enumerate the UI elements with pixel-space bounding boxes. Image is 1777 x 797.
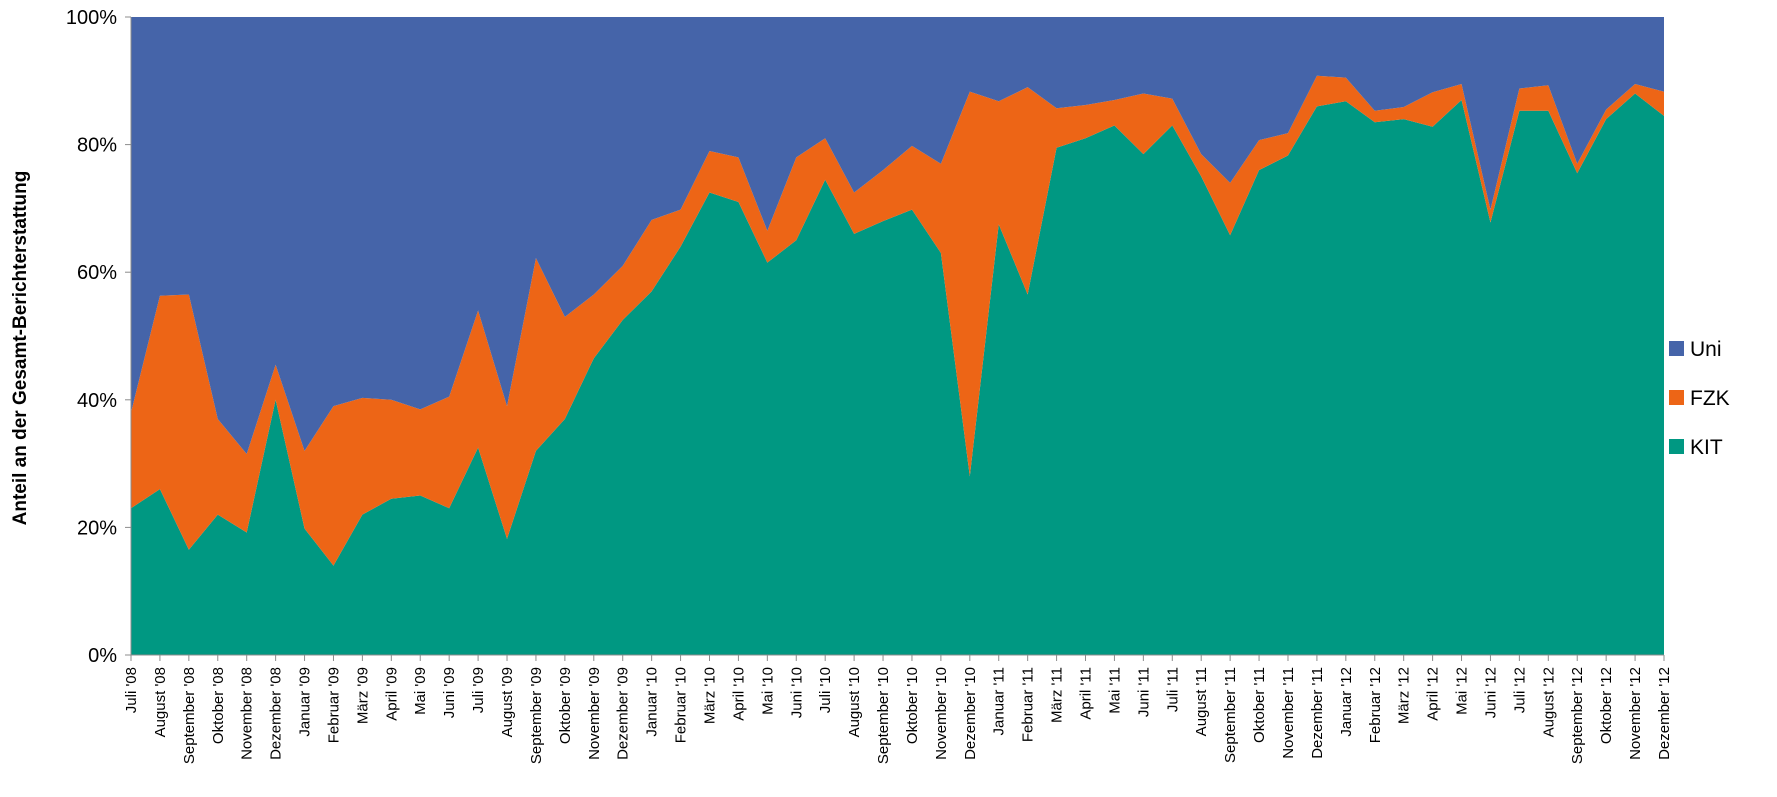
x-tick-label: März '12 [1396,667,1413,724]
x-tick-label: März '11 [1049,667,1066,723]
x-tick-label: Januar '11 [991,667,1008,735]
legend-swatch-fzk [1669,390,1684,405]
x-tick-label: August '11 [1193,667,1210,736]
area-series-uni [131,17,1664,455]
y-tick-label: 100% [66,7,117,29]
x-tick-label: Juni '12 [1482,667,1499,718]
x-tick-label: Oktober '08 [210,667,227,744]
x-tick-label: September '09 [528,667,545,764]
x-tick-label: Dezember '12 [1656,667,1673,760]
x-tick-label: Februar '12 [1367,667,1384,743]
x-tick-label: Januar '09 [297,667,314,737]
x-tick-label: Dezember '08 [268,667,285,760]
y-tick-label: 80% [77,135,117,157]
x-tick-label: September '11 [1222,667,1239,763]
x-tick-label: September '12 [1569,667,1586,764]
x-tick-label: Juli '11 [1164,667,1181,712]
x-tick-label: Dezember '10 [962,667,979,760]
x-tick-label: Dezember '09 [615,667,632,760]
area-series-kit [131,93,1664,655]
x-axis: Juli '08 August '08 September '08 Oktober '… [123,654,1673,764]
plot-areas [131,17,1664,655]
area-series-fzk [131,75,1664,566]
x-tick-label: September '08 [181,667,198,764]
y-axis-label: Anteil an der Gesamt-Berichterstattung [10,171,31,526]
x-tick-label: Juli '08 [123,667,140,713]
x-tick-label: April '09 [383,667,400,721]
legend-label-fzk: FZK [1690,387,1730,410]
x-tick-label: Oktober '09 [557,667,574,744]
y-tick-label: 0% [88,645,117,667]
x-tick-label: April '12 [1425,667,1442,721]
x-tick-label: Mai '11 [1106,667,1123,714]
x-tick-label: Oktober '11 [1251,667,1268,743]
y-axis: 0% 20% 40% 60% 80% 100% [66,7,132,667]
legend: Uni FZK KIT [1669,338,1730,459]
x-tick-label: November '10 [933,667,950,760]
x-tick-label: Februar '11 [1020,667,1037,742]
x-tick-label: Oktober '12 [1598,667,1615,744]
x-tick-label: Juni '11 [1135,667,1152,717]
x-tick-label: April '11 [1078,667,1095,720]
x-tick-label: August '12 [1540,667,1557,737]
x-tick-label: Juli '09 [470,667,487,713]
x-tick-label: August '09 [499,667,516,737]
x-tick-label: Mai '12 [1454,667,1471,715]
x-tick-label: März '10 [701,667,718,724]
x-tick-label: Juni '09 [441,667,458,718]
x-tick-label: Mai '10 [759,667,776,715]
x-tick-label: November '09 [586,667,603,760]
y-tick-label: 40% [77,390,117,412]
x-tick-label: Oktober '10 [904,667,921,744]
y-tick-label: 20% [77,517,117,539]
x-tick-label: Januar '12 [1338,667,1355,737]
x-tick-label: Juli '12 [1511,667,1528,713]
x-tick-label: August '08 [152,667,169,737]
legend-label-kit: KIT [1690,436,1723,459]
x-tick-label: Januar '10 [644,667,661,737]
x-tick-label: Februar '09 [325,667,342,743]
legend-swatch-kit [1669,439,1684,454]
x-tick-label: November '11 [1280,667,1297,759]
y-tick-label: 60% [77,262,117,284]
x-tick-label: August '10 [846,667,863,737]
x-tick-label: März '09 [354,667,371,724]
legend-label-uni: Uni [1690,338,1722,361]
x-tick-label: April '10 [730,667,747,721]
legend-swatch-uni [1669,341,1684,356]
x-tick-label: Februar '10 [673,667,690,743]
x-tick-label: November '12 [1627,667,1644,760]
x-tick-label: Dezember '11 [1309,667,1326,759]
x-tick-label: Juli '10 [817,667,834,713]
x-tick-label: September '10 [875,667,892,764]
x-tick-label: Juni '10 [788,667,805,718]
x-tick-label: November '08 [239,667,256,760]
x-tick-label: Mai '09 [412,667,429,715]
